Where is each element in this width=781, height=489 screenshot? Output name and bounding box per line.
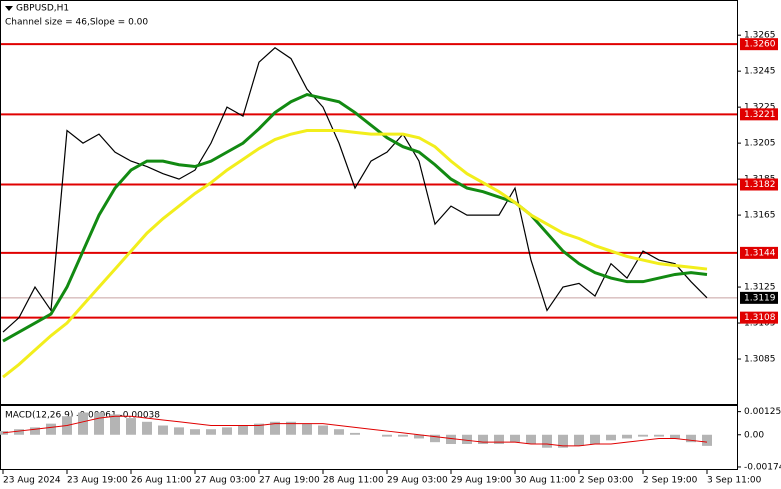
level-box — [740, 38, 778, 51]
macd-bar — [414, 434, 424, 439]
level-box — [740, 311, 778, 324]
chart-title: GBPUSD,H1 — [16, 4, 69, 14]
macd-bar — [686, 434, 696, 443]
macd-bar — [478, 434, 488, 445]
macd-bar — [158, 425, 168, 435]
macd-bar — [622, 434, 632, 439]
subtitle: Channel size = 46,Slope = 0.00 — [5, 18, 148, 28]
macd-bar — [398, 434, 408, 437]
x-tick-label: 3 Sep 11:00 — [707, 476, 762, 486]
level-label: 1.3260 — [744, 40, 776, 50]
series-line — [2, 129, 708, 379]
macd-bar — [510, 434, 520, 443]
macd-bar — [606, 434, 616, 441]
series-line — [2, 47, 708, 333]
y-tick-label: 1.3245 — [744, 67, 776, 77]
series-line — [2, 92, 708, 343]
macd-bar — [30, 427, 40, 435]
macd-bar — [382, 434, 392, 437]
macd-bar — [590, 434, 600, 445]
macd-bar — [110, 414, 120, 435]
x-tick-label: 28 Aug 11:00 — [323, 476, 384, 486]
y-tick-label: 1.3165 — [744, 211, 776, 221]
current-price-label: 1.3119 — [744, 293, 776, 303]
x-tick-label: 23 Aug 19:00 — [67, 476, 128, 486]
macd-bar — [638, 434, 648, 437]
y-tick-label: 1.3085 — [744, 355, 776, 365]
macd-bar — [254, 423, 264, 435]
y-tick-label: 1.3225 — [744, 103, 776, 113]
macd-bar — [14, 429, 24, 435]
macd-bar — [174, 427, 184, 435]
signal-line — [2, 415, 708, 447]
macd-bar — [430, 434, 440, 443]
macd-bar — [78, 412, 88, 435]
macd-bar — [334, 429, 344, 435]
x-tick-label: 29 Aug 19:00 — [451, 476, 512, 486]
y-tick-label: 1.3205 — [744, 139, 776, 149]
x-tick-label: 27 Aug 19:00 — [259, 476, 320, 486]
y-tick-label: 0.00125 — [744, 407, 781, 417]
y-tick-label: -0.00174 — [744, 462, 781, 472]
macd-bar — [270, 421, 280, 435]
x-tick-label: 29 Aug 03:00 — [387, 476, 448, 486]
level-label: 1.3221 — [744, 110, 776, 120]
current-price-box — [740, 291, 778, 304]
macd-bar — [286, 421, 296, 435]
macd-bar — [446, 434, 456, 445]
macd-bar — [94, 412, 104, 435]
macd-bar — [462, 434, 472, 445]
macd-bar — [350, 432, 360, 435]
macd-bar — [494, 434, 504, 445]
x-tick-label: 23 Aug 2024 — [3, 476, 61, 486]
x-tick-label: 27 Aug 03:00 — [195, 476, 256, 486]
x-tick-label: 26 Aug 11:00 — [131, 476, 192, 486]
macd-bar — [238, 425, 248, 435]
level-label: 1.3108 — [744, 313, 776, 323]
level-box — [740, 246, 778, 259]
macd-bar — [574, 434, 584, 446]
macd-bar — [318, 425, 328, 435]
macd-bar — [206, 429, 216, 435]
price-panel — [0, 0, 738, 405]
macd-bar — [302, 423, 312, 435]
macd-bar — [142, 421, 152, 435]
macd-bar — [222, 427, 232, 435]
y-tick-label: 1.3265 — [744, 31, 776, 41]
x-tick-label: 30 Aug 11:00 — [515, 476, 576, 486]
macd-bar — [670, 434, 680, 439]
y-tick-label: 0.00 — [744, 430, 764, 440]
macd-bar — [46, 423, 56, 435]
macd-bar — [542, 434, 552, 448]
macd-bar — [558, 434, 568, 448]
macd-bar — [126, 418, 136, 435]
level-label: 1.3144 — [744, 248, 776, 258]
level-label: 1.3182 — [744, 180, 776, 190]
y-tick-label: 1.3125 — [744, 283, 776, 293]
macd-bar — [702, 434, 712, 446]
macd-bar — [654, 434, 664, 437]
level-box — [740, 178, 778, 191]
macd-bar — [526, 434, 536, 445]
macd-bar — [190, 429, 200, 435]
x-tick-label: 2 Sep 19:00 — [643, 476, 698, 486]
symbol-icon — [5, 6, 13, 11]
level-box — [740, 108, 778, 121]
x-tick-label: 2 Sep 03:00 — [579, 476, 634, 486]
